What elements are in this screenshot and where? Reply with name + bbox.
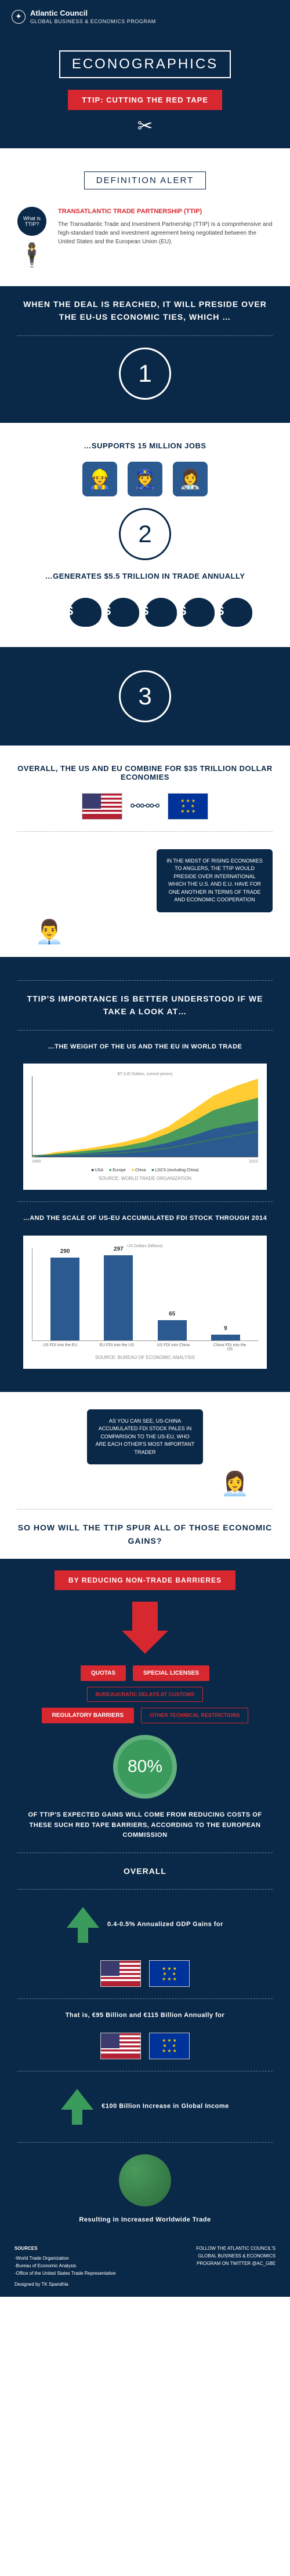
chart2-title: …AND THE SCALE OF US-EU ACCUMULATED FDI … (17, 1214, 273, 1224)
money-bag-icon (54, 589, 86, 627)
footer: SOURCES -World Trade Organization -Burea… (0, 2237, 290, 2297)
barriers-section: BY REDUCING NON-TRADE BARRIERES QUOTAS S… (0, 1559, 290, 2237)
flag-eu: ★ ★ ★★ ★★ ★ ★ (168, 793, 208, 820)
worker-icon-3: 👩‍⚕️ (173, 462, 208, 496)
speech-bubble: What is TTIP? (17, 207, 46, 236)
barrier-technical: OTHER TECHNICAL RESTRICTIONS (141, 1708, 248, 1723)
money-bag-icon (92, 589, 124, 627)
chart1-xstart: 2000 (32, 1160, 41, 1164)
definition-section: DEFINITION ALERT (0, 148, 290, 201)
bar: 290 (50, 1258, 79, 1340)
area-chart: $T (US Dollars, current prices) 2000 201… (23, 1064, 267, 1190)
money-bag-icon (205, 589, 237, 627)
designer-credit: Designed by TK Spandhla (14, 2281, 116, 2289)
sources-head: SOURCES (14, 2245, 116, 2253)
flag-us-2 (100, 1960, 141, 1987)
worker-icon-1: 👷 (82, 462, 117, 496)
barrier-licenses: SPECIAL LICENSES (133, 1665, 209, 1681)
percent-circle: 80% (113, 1735, 177, 1799)
fact2-text: …GENERATES $5.5 TRILLION IN TRADE ANNUAL… (17, 572, 273, 580)
definition-body: The Transatlantic Trade and Investment P… (58, 220, 273, 246)
fact3-text: OVERALL, THE US AND EU COMBINE FOR $35 T… (17, 764, 273, 781)
circle-2: 2 (119, 508, 171, 560)
down-arrow-icon (122, 1602, 168, 1654)
commentary-bubble-2: AS YOU CAN SEE, US-CHINA ACCUMULATED FDI… (87, 1409, 203, 1465)
bar: 297 (104, 1255, 133, 1340)
preside-section: WHEN THE DEAL IS REACHED, IT WILL PRESID… (0, 286, 290, 423)
person-icon: 🕴 (17, 242, 46, 269)
chart1-legend: ■ USA ■ Europe ■ China ■ LDCS (excluding… (32, 1168, 258, 1172)
sources-list: -World Trade Organization -Bureau of Eco… (14, 2255, 116, 2277)
preside-text: WHEN THE DEAL IS REACHED, IT WILL PRESID… (17, 298, 273, 324)
analyst-icon: 👨‍💼 (35, 918, 273, 945)
main-title: ECONOGRAPHICS (59, 50, 231, 78)
commentary-bubble-1: IN THE MIDST OF RISING ECONOMIES TO ANGL… (157, 849, 273, 912)
bar-chart: US Dollars (billions) 290297659 US FDI i… (23, 1236, 267, 1369)
org-name: Atlantic Council (30, 9, 156, 17)
spur-text: SO HOW WILL THE TTIP SPUR ALL OF THOSE E… (17, 1521, 273, 1547)
bar: 9 (211, 1335, 240, 1340)
flag-eu-2: ★ ★ ★★ ★★ ★ ★ (149, 1960, 190, 1987)
definition-label: TRANSATLANTIC TRADE PARTNERSHIP (TTIP) (58, 207, 273, 217)
barrier-regulatory: REGULATORY BARRIERS (42, 1708, 135, 1723)
definition-row: What is TTIP? 🕴 TRANSATLANTIC TRADE PART… (0, 201, 290, 286)
bar: 65 (158, 1320, 187, 1340)
chart1-title: …THE WEIGHT OF THE US AND THE EU IN WORL… (17, 1042, 273, 1053)
billions-text: That is, €95 Billion and €115 Billion An… (17, 2011, 273, 2021)
importance-head: TTIP'S IMPORTANCE IS BETTER UNDERSTOOD I… (17, 992, 273, 1018)
definition-alert-label: DEFINITION ALERT (84, 171, 206, 189)
up-arrow-icon (67, 1901, 99, 1949)
circle-1: 1 (119, 348, 171, 400)
gdp-gains-text: 0.4-0.5% Annualized GDP Gains for (107, 1920, 223, 1930)
reduce-ribbon: BY REDUCING NON-TRADE BARRIERES (55, 1570, 235, 1590)
combine-section: OVERALL, THE US AND EU COMBINE FOR $35 T… (0, 746, 290, 957)
flag-us (82, 793, 122, 820)
fact1-section: …SUPPORTS 15 MILLION JOBS 👷 👮 👩‍⚕️ 2 …GE… (0, 423, 290, 647)
subtitle-ribbon: TTIP: CUTTING THE RED TAPE (68, 90, 222, 110)
money-bag-icon (167, 589, 199, 627)
overall-head: OVERALL (17, 1865, 273, 1877)
chart1-source: SOURCE: WORLD TRADE ORGANIZATION (32, 1176, 258, 1181)
commentary2-section: AS YOU CAN SEE, US-CHINA ACCUMULATED FDI… (0, 1392, 290, 1559)
fact1-text: …SUPPORTS 15 MILLION JOBS (17, 441, 273, 450)
program-name: GLOBAL BUSINESS & ECONOMICS PROGRAM (30, 19, 156, 24)
barrier-customs: BUREAUCRATIC DELAYS AT CUSTOMS (87, 1687, 204, 1702)
money-bag-icon (129, 589, 161, 627)
up-arrow-icon-2 (61, 2083, 93, 2131)
globe-icon (119, 2154, 171, 2206)
worker-icon-2: 👮 (128, 462, 162, 496)
header: ✦ Atlantic Council GLOBAL BUSINESS & ECO… (0, 0, 290, 33)
chart2-source: SOURCE: BUREAU OF ECONOMIC ANALYSIS (32, 1355, 258, 1360)
fact3-section: 3 (0, 647, 290, 746)
barrier-quotas: QUOTAS (81, 1665, 126, 1681)
trade-text: Resulting in Increased Worldwide Trade (17, 2215, 273, 2226)
circle-3: 3 (119, 670, 171, 722)
title-section: ECONOGRAPHICS TTIP: CUTTING THE RED TAPE… (0, 33, 290, 148)
logo-icon: ✦ (12, 10, 26, 24)
analyst-icon-2: 👩‍💼 (17, 1470, 249, 1497)
scissors-icon: ✂ (17, 115, 273, 137)
chart1-xend: 2012 (249, 1160, 258, 1164)
follow-text: FOLLOW THE ATLANTIC COUNCIL'S GLOBAL BUS… (188, 2245, 276, 2267)
flag-us-3 (100, 2033, 141, 2059)
percent-text: OF TTIP'S EXPECTED GAINS WILL COME FROM … (17, 1810, 273, 1841)
flag-eu-3: ★ ★ ★★ ★★ ★ ★ (149, 2033, 190, 2059)
chain-icon: ⚯⚯⚯ (130, 799, 160, 813)
importance-section: TTIP'S IMPORTANCE IS BETTER UNDERSTOOD I… (0, 957, 290, 1392)
income-text: €100 Billion Increase in Global Income (102, 2102, 229, 2112)
